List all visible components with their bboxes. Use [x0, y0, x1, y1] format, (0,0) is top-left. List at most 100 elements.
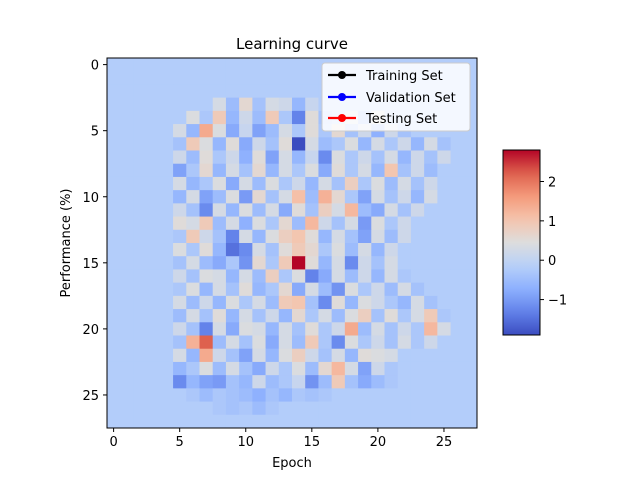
heatmap-cell	[133, 414, 148, 429]
heatmap-cell	[292, 401, 306, 416]
heatmap-cell	[410, 335, 425, 350]
heatmap-cell	[159, 361, 174, 376]
heatmap-cell	[173, 203, 187, 217]
heatmap-cell	[397, 256, 412, 270]
heatmap-cell	[225, 137, 240, 151]
heatmap-cell	[225, 203, 240, 217]
heatmap-cell	[424, 243, 438, 257]
heatmap-cell	[384, 282, 399, 297]
legend-label-testing: Testing Set	[365, 112, 437, 127]
heatmap-cell	[410, 176, 425, 191]
heatmap-cell	[318, 229, 333, 244]
legend-marker-validation	[338, 93, 346, 101]
x-tick-label: 10	[237, 435, 254, 450]
heatmap-cell	[212, 71, 227, 85]
heatmap-cell	[186, 110, 200, 125]
heatmap-cell	[424, 282, 438, 297]
heatmap-cell	[107, 216, 121, 231]
heatmap-cell	[133, 348, 148, 363]
heatmap-cell	[344, 309, 359, 323]
heatmap-cell	[437, 309, 451, 323]
heatmap-cell	[133, 58, 148, 72]
heatmap-cell	[437, 256, 451, 270]
heatmap-cell	[265, 137, 280, 151]
heatmap-cell	[344, 256, 359, 270]
heatmap-cell	[265, 176, 280, 191]
heatmap-cell	[384, 137, 399, 151]
heatmap-cell	[384, 190, 399, 204]
heatmap-cell	[410, 203, 425, 217]
heatmap-cell	[278, 335, 293, 350]
heatmap-cell	[146, 110, 161, 125]
heatmap-cell	[212, 190, 227, 204]
heatmap-cell	[318, 361, 333, 376]
heatmap-cell	[292, 84, 306, 99]
heatmap-cell	[159, 190, 174, 204]
heatmap-cell	[278, 361, 293, 376]
heatmap-cell	[239, 84, 253, 99]
heatmap-cell	[437, 282, 451, 297]
heatmap-cell	[265, 335, 280, 350]
heatmap-cell	[239, 137, 253, 151]
heatmap-cell	[199, 295, 214, 310]
heatmap-cell	[199, 282, 214, 297]
y-tick-label: 0	[91, 59, 99, 74]
heatmap-cell	[292, 97, 306, 112]
heatmap-cell	[186, 229, 200, 244]
heatmap-cell	[305, 414, 319, 429]
heatmap-cell	[318, 256, 333, 270]
heatmap-cell	[265, 229, 280, 244]
heatmap-cell	[212, 388, 227, 402]
heatmap-cell	[146, 375, 161, 389]
heatmap-cell	[120, 110, 134, 125]
heatmap-cell	[292, 256, 306, 270]
heatmap-cell	[424, 229, 438, 244]
heatmap-cell	[133, 243, 148, 257]
heatmap-cell	[146, 309, 161, 323]
heatmap-cell	[450, 256, 465, 270]
heatmap-cell	[265, 150, 280, 165]
heatmap-cell	[133, 216, 148, 231]
heatmap-cell	[212, 401, 227, 416]
heatmap-cell	[239, 163, 253, 178]
heatmap-cell	[199, 375, 214, 389]
heatmap-cell	[239, 203, 253, 217]
heatmap-cell	[318, 348, 333, 363]
heatmap-cell	[265, 348, 280, 363]
heatmap-cell	[384, 309, 399, 323]
heatmap-cell	[133, 84, 148, 99]
heatmap-cell	[239, 375, 253, 389]
heatmap-cell	[450, 388, 465, 402]
heatmap-cell	[331, 388, 346, 402]
heatmap-cell	[199, 256, 214, 270]
heatmap-cell	[305, 163, 319, 178]
heatmap-cell	[265, 361, 280, 376]
heatmap-cell	[305, 375, 319, 389]
heatmap-cell	[212, 110, 227, 125]
heatmap-cell	[358, 176, 372, 191]
heatmap-cell	[463, 295, 478, 310]
heatmap-cell	[212, 309, 227, 323]
heatmap-cell	[437, 163, 451, 178]
heatmap-cell	[278, 375, 293, 389]
heatmap-cell	[239, 282, 253, 297]
heatmap-cell	[331, 163, 346, 178]
heatmap-cell	[384, 216, 399, 231]
heatmap-cell	[173, 256, 187, 270]
colorbar-tick-label: 1	[548, 215, 556, 230]
heatmap-cell	[463, 176, 478, 191]
heatmap-cell	[371, 295, 385, 310]
heatmap-cell	[186, 137, 200, 151]
x-tick-label: 0	[109, 435, 117, 450]
heatmap-cell	[305, 176, 319, 191]
heatmap-cell	[397, 388, 412, 402]
heatmap-cell	[133, 110, 148, 125]
heatmap-cell	[278, 243, 293, 257]
heatmap-cell	[252, 176, 266, 191]
heatmap-cell	[305, 229, 319, 244]
heatmap-cell	[133, 176, 148, 191]
heatmap-cell	[107, 58, 121, 72]
heatmap-cell	[225, 71, 240, 85]
heatmap-cell	[225, 243, 240, 257]
heatmap-cell	[371, 163, 385, 178]
